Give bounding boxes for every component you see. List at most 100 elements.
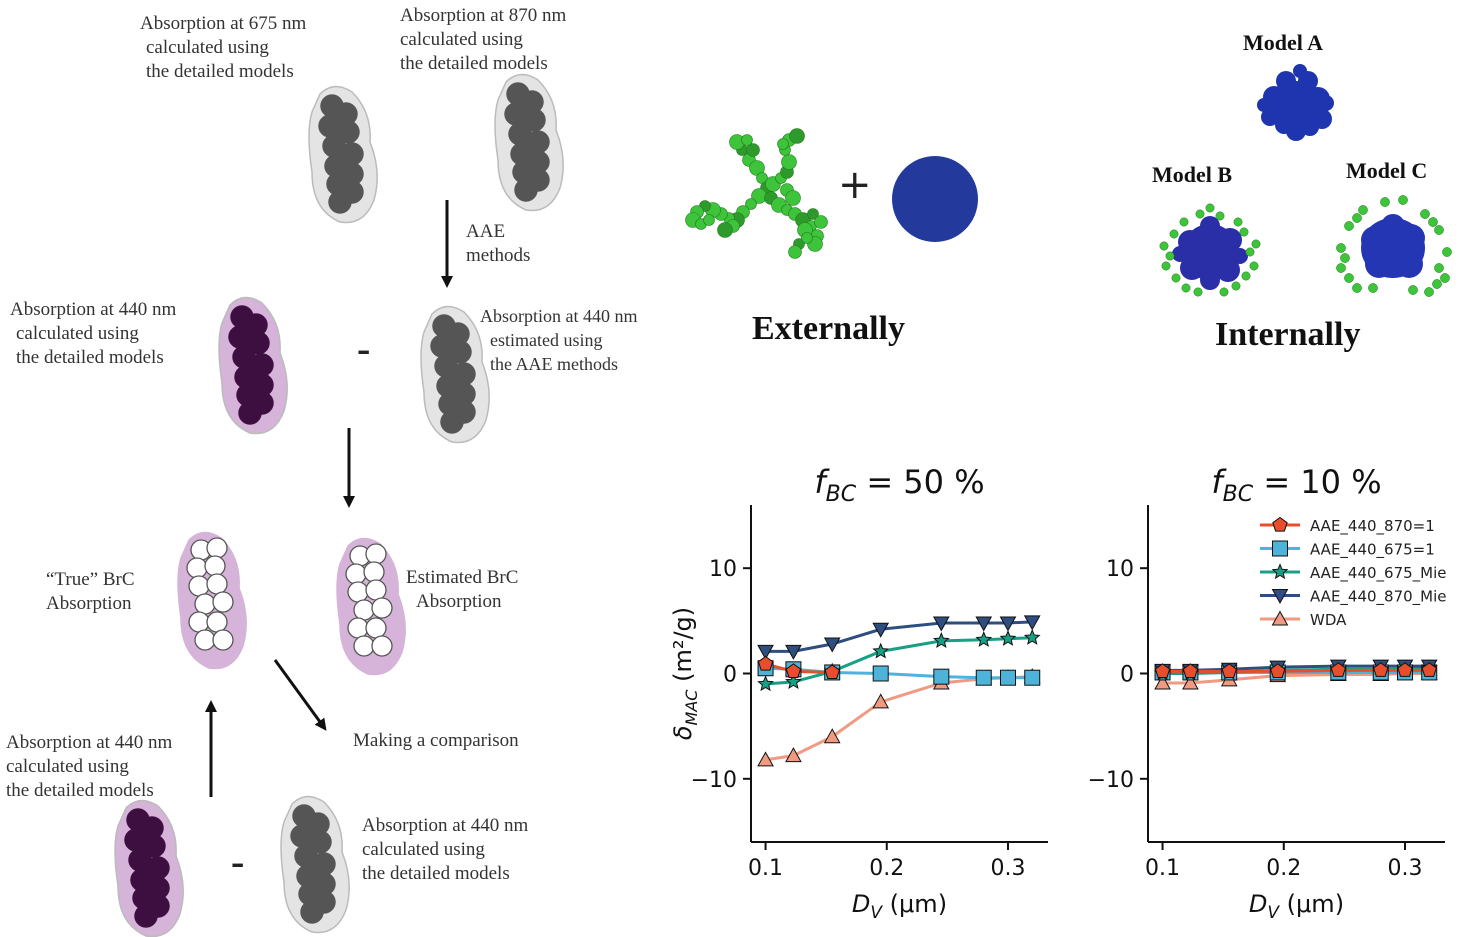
model-c-bc-monomer [1428,217,1438,227]
data-point-AAE_440_870=1 [757,655,774,671]
data-point-AAE_440_870=1 [1373,662,1389,677]
chart-title-sub: BC [1223,482,1254,507]
model-b-lobe [1232,248,1248,264]
legend-label: AAE_440_675_Mie [1310,564,1447,583]
aggregate-monomer [788,245,802,259]
model-a-lobe [1293,64,1307,78]
aae-label-line2: methods [466,245,531,266]
label-440-br-line1: Absorption at 440 nm [362,815,529,836]
legend-marker [1272,540,1288,557]
data-point-AAE_440_870=1 [785,663,802,678]
particle-true-brc-monomer [212,591,234,613]
particle-estimated-brc-monomer [371,635,393,657]
label-440-bottom-right: Absorption at 440 nm calculated using th… [362,814,528,886]
particle-estimated-brc-monomer [345,563,367,585]
delta-mac-charts: fBC = 50 % 10 0 −10 0.1 0.2 0.3 DV (μm) δMAC (m²… [669,463,1447,923]
data-point-AAE_440_675_Mie [932,632,950,648]
particle-true-brc-monomer [188,575,210,597]
model-b-lobe [1218,228,1242,252]
legend-label: AAE_440_870=1 [1310,517,1435,536]
model-c-bc-monomer [1368,283,1378,293]
aae-methods-label: AAE methods [466,220,530,268]
model-b-bc-monomer [1241,271,1251,281]
label-440-line3: the detailed models [16,347,164,368]
x-tick-label: 0.3 [990,856,1025,881]
model-c-bc-monomer [1408,285,1418,295]
data-point-AAE_440_870=1 [1269,663,1286,678]
model-c-bc-monomer [1424,287,1434,297]
x-tick-label: 0.1 [748,856,783,881]
particle-440-estimated-bc-monomer [440,410,464,434]
particle-true-brc-monomer [186,557,208,579]
data-point-AAE_440_675_Mie [757,675,774,692]
data-point-WDA [872,693,890,709]
data-point-AAE_440_675=1 [999,669,1016,686]
data-point-AAE_440_870=1 [1397,662,1413,677]
data-point-WDA [757,751,774,767]
model-b-bc-monomer [1159,241,1169,251]
model-c-bc-monomer [1336,263,1346,273]
data-point-AAE_440_675=1 [933,668,950,685]
x-tick-label: 0.2 [1266,856,1301,881]
chart-title-sub: BC [826,482,857,507]
legend-marker [1271,563,1289,580]
series-line-AAE_440_870=1 [1162,668,1430,673]
model-c-bc-monomer [1432,279,1442,289]
arrow-comparison [273,659,327,731]
particle-estimated-brc-monomer [371,597,393,619]
y-axis-label: δMAC (m²/g) [669,607,701,740]
model-b-bc-monomer [1219,287,1229,297]
model-a-lobe [1261,108,1279,126]
aggregate-monomer [703,214,715,226]
legend-marker [1272,516,1288,532]
externally-mixed-bc-aggregate [685,128,828,259]
model-b-bc-monomer [1171,273,1181,283]
particle-440-bottom-bc-monomer [300,900,324,924]
data-point-WDA [1154,674,1171,690]
data-point-AAE_440_870=1 [1221,663,1237,678]
particle-estimated-brc-monomer [365,543,387,565]
label-870-line3: the detailed models [400,53,548,74]
particle-440-bottom-total [114,799,184,937]
label-440-bl-line3: the detailed models [6,780,154,801]
model-c-lobe [1361,226,1389,254]
particle-estimated-brc-monomer [347,581,369,603]
mixing-state-illustration [685,64,1452,297]
legend-label: AAE_440_870_Mie [1310,588,1447,607]
aggregate-monomer [801,232,813,244]
model-c-lobe [1365,250,1393,278]
aggregate-monomer [789,128,805,144]
label-440-line2: calculated using [16,323,139,344]
model-c-particle [1336,195,1452,297]
data-point-AAE_440_675=1 [975,669,992,686]
x-axis-label: DV (μm) [852,890,947,923]
particle-440-total-monomer [238,401,262,425]
model-b-lobe [1200,216,1220,236]
x-axis-label: DV (μm) [1249,890,1344,923]
model-b-bc-monomer [1231,281,1241,291]
model-c-bc-monomer [1344,221,1354,231]
aggregate-monomer [807,208,819,220]
label-440-est-line2: estimated using [490,330,603,350]
model-c-label: Model C [1346,158,1428,183]
model-c-bc-monomer [1340,253,1350,263]
y-tick-label: −10 [691,768,737,793]
legend-marker [1271,610,1289,626]
chart-panel-2: fBC = 10 % 10 0 −10 0.1 0.2 0.3 DV (μm) AAE_440_… [1088,463,1447,923]
true-brc-line2: Absorption [46,593,132,614]
aggregate-monomer [746,143,760,157]
data-point-AAE_440_870_Mie [1023,615,1041,631]
particle-true-brc-monomer [204,555,226,577]
chart-title-rest: = 50 % [856,463,984,501]
label-440-bl-line1: Absorption at 440 nm [6,732,173,753]
particle-870-bc [494,73,564,212]
model-c-bc-monomer [1440,273,1450,283]
label-440-br-line2: calculated using [362,839,485,860]
model-a-lobe [1257,98,1271,112]
data-point-AAE_440_870=1 [1330,662,1347,677]
label-440-estimated: Absorption at 440 nm estimated using the… [480,304,638,376]
making-comparison-label: Making a comparison [353,730,519,751]
model-a-lobe [1318,95,1334,111]
model-b-lobe [1200,270,1220,290]
data-point-AAE_440_870_Mie [785,644,802,660]
